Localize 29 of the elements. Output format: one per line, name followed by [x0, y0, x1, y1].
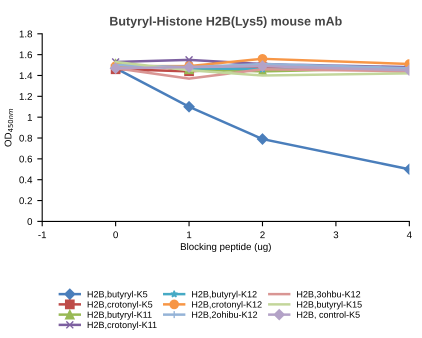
x-tick-label: 0	[113, 231, 118, 238]
y-tick-label: 0.4	[19, 176, 32, 184]
chart-title: Butyryl-Histone H2B(Lys5) mouse mAb	[110, 16, 342, 28]
x-tick-label: 2	[260, 231, 265, 238]
y-tick-label: 0.2	[19, 197, 32, 204]
legend-label: H2B,crotonyl-K11	[88, 321, 157, 330]
y-tick-label: 1.8	[20, 30, 32, 38]
legend-label: H2B,butyryl-K12	[192, 290, 257, 300]
x-tick-label: 4	[406, 231, 412, 238]
x-tick-label: 1	[187, 231, 192, 238]
y-axis-title: OD$_{450nm}$	[4, 108, 14, 147]
legend-label: H2B,crotonyl-K12	[192, 301, 262, 310]
legend-label: H2B,butyryl-K15	[297, 301, 362, 310]
legend-label: H2B, control-K5	[297, 311, 360, 319]
y-tick-label: 1.4	[20, 72, 32, 80]
y-tick-label: 1	[28, 114, 32, 121]
y-tick-label: 1.2	[20, 93, 32, 100]
x-tick-label: 3	[334, 231, 338, 238]
legend-label: H2B,crotonyl-K5	[88, 301, 152, 310]
y-tick-label: 0	[27, 218, 32, 226]
legend-label: H2B,butyryl-K11	[88, 311, 152, 320]
y-tick-label: 1.6	[20, 51, 32, 58]
x-axis-title: Blocking peptide (ug)	[180, 242, 271, 252]
legend-label: H2B,3ohbu-K12	[297, 290, 360, 298]
y-tick-label: 0.6	[19, 156, 32, 162]
legend-label: H2B,butyryl-K5	[88, 290, 148, 300]
y-tick-label: 0.8	[19, 134, 32, 142]
legend-label: H2B,2ohibu-K12	[192, 311, 258, 319]
x-tick-label: -1	[38, 231, 46, 238]
